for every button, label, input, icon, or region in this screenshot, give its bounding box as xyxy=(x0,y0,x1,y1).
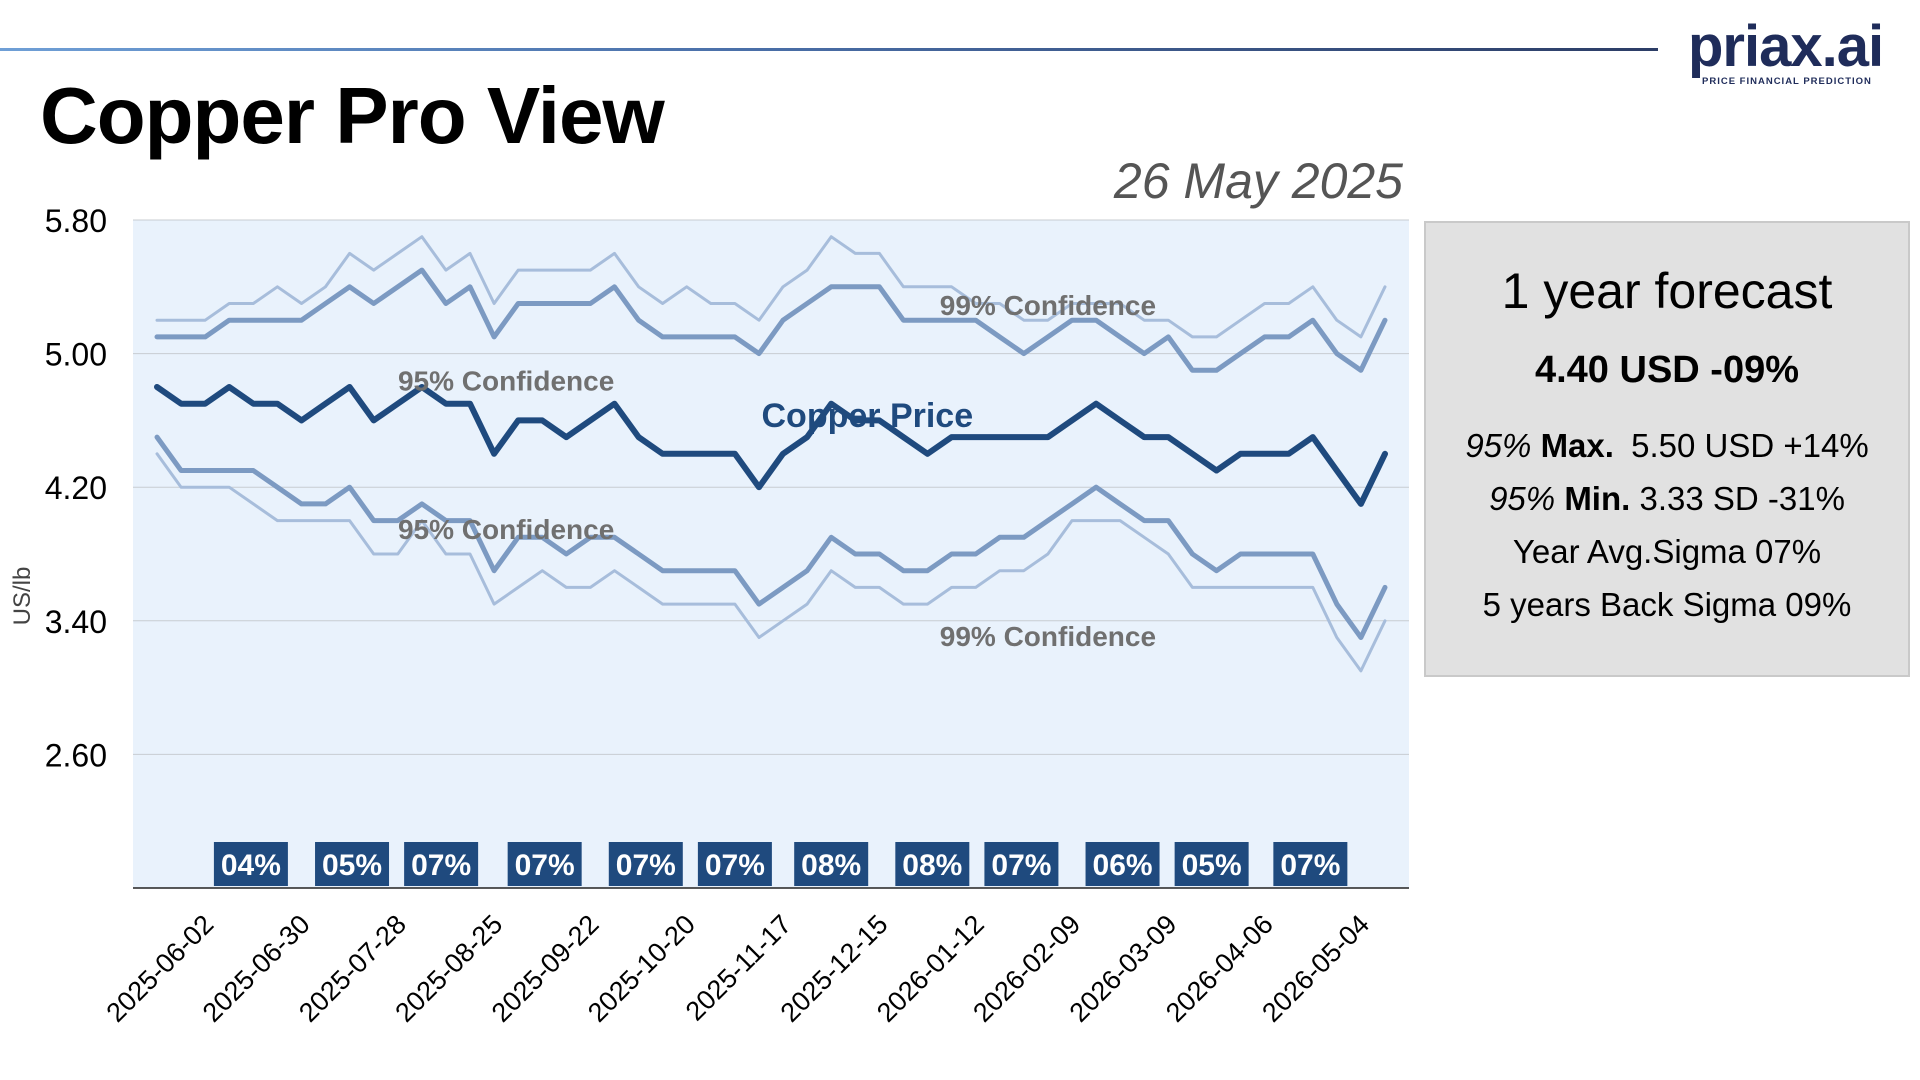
page-title: Copper Pro View xyxy=(40,71,665,160)
y-tick-label: 3.40 xyxy=(45,604,107,640)
sigma-badge-label: 08% xyxy=(902,849,962,882)
forecast-min-pct: 95% xyxy=(1489,480,1556,517)
y-tick-label: 5.80 xyxy=(45,203,107,239)
forecast-min-line: 95% Min. 3.33 SD -31% xyxy=(1426,472,1908,525)
sigma-badge xyxy=(315,842,390,886)
forecast-year-avg: Year Avg.Sigma 07% xyxy=(1512,533,1822,570)
forecast-max-line: 95% Max. 5.50 USD +14% xyxy=(1426,419,1908,472)
sigma-badge-label: 04% xyxy=(221,849,281,882)
forecast-max-pct: 95% xyxy=(1465,427,1532,464)
sigma-badge xyxy=(1273,842,1348,886)
sigma-badge xyxy=(1085,842,1160,886)
series-line-95-confidence xyxy=(154,267,1388,373)
series-line-95-confidence xyxy=(154,434,1388,640)
sigma-badge xyxy=(1174,842,1249,886)
sigma-badge xyxy=(697,842,772,886)
report-date: 26 May 2025 xyxy=(1113,153,1403,209)
plot-area xyxy=(133,220,1409,888)
forecast-min-value: 3.33 SD -31% xyxy=(1639,480,1845,517)
series-annotation: 95% Confidence xyxy=(398,365,614,396)
series-annotation: 95% Confidence xyxy=(398,514,614,545)
sigma-badge xyxy=(895,842,970,886)
top-divider xyxy=(0,48,1658,51)
forecast-max-label: Max. xyxy=(1540,427,1614,464)
series-annotation: 99% Confidence xyxy=(940,621,1156,652)
series-line-99-confidence xyxy=(155,235,1387,339)
sigma-badge-label: 05% xyxy=(1182,849,1242,882)
copper-price-chart: 5.805.004.203.402.60US/lb2025-06-022025-… xyxy=(9,203,1409,1028)
sigma-badge-label: 07% xyxy=(515,849,575,882)
forecast-min-label: Min. xyxy=(1564,480,1631,517)
forecast-panel: 1 year forecast 4.40 USD -09% 95% Max. 5… xyxy=(1424,221,1910,677)
logo-tagline: PRICE FINANCIAL PREDICTION xyxy=(1702,76,1872,87)
sigma-badge xyxy=(794,842,869,886)
y-tick-label: 5.00 xyxy=(45,337,107,373)
series-line-99-confidence xyxy=(155,452,1387,673)
sigma-badge-label: 07% xyxy=(1280,849,1340,882)
sigma-badge xyxy=(507,842,582,886)
sigma-badge-label: 07% xyxy=(705,849,765,882)
sigma-badge xyxy=(608,842,683,886)
series-annotation: Copper Price xyxy=(762,397,974,435)
sigma-badge xyxy=(984,842,1059,886)
sigma-badge-label: 07% xyxy=(991,849,1051,882)
sigma-badge-label: 06% xyxy=(1093,849,1153,882)
sigma-badge-label: 07% xyxy=(411,849,471,882)
series-annotation: 99% Confidence xyxy=(940,290,1156,321)
y-tick-label: 4.20 xyxy=(45,470,107,506)
sigma-badge-label: 05% xyxy=(322,849,382,882)
forecast-main-value: 4.40 USD -09% xyxy=(1534,349,1799,391)
series-line-copper-price xyxy=(154,384,1388,507)
y-axis-label: US/lb xyxy=(9,567,36,626)
priax-logo: priax.ai PRICE FINANCIAL PREDICTION xyxy=(1688,14,1888,88)
forecast-back-sigma: 5 years Back Sigma 09% xyxy=(1482,586,1852,623)
forecast-max-value: 5.50 USD +14% xyxy=(1631,427,1869,464)
y-tick-label: 2.60 xyxy=(45,737,107,773)
sigma-badge-label: 07% xyxy=(616,849,676,882)
sigma-badge-label: 08% xyxy=(801,849,861,882)
logo-text: priax.ai xyxy=(1688,14,1884,79)
sigma-badge xyxy=(404,842,479,886)
sigma-badge xyxy=(213,842,288,886)
forecast-title: 1 year forecast xyxy=(1501,263,1833,319)
